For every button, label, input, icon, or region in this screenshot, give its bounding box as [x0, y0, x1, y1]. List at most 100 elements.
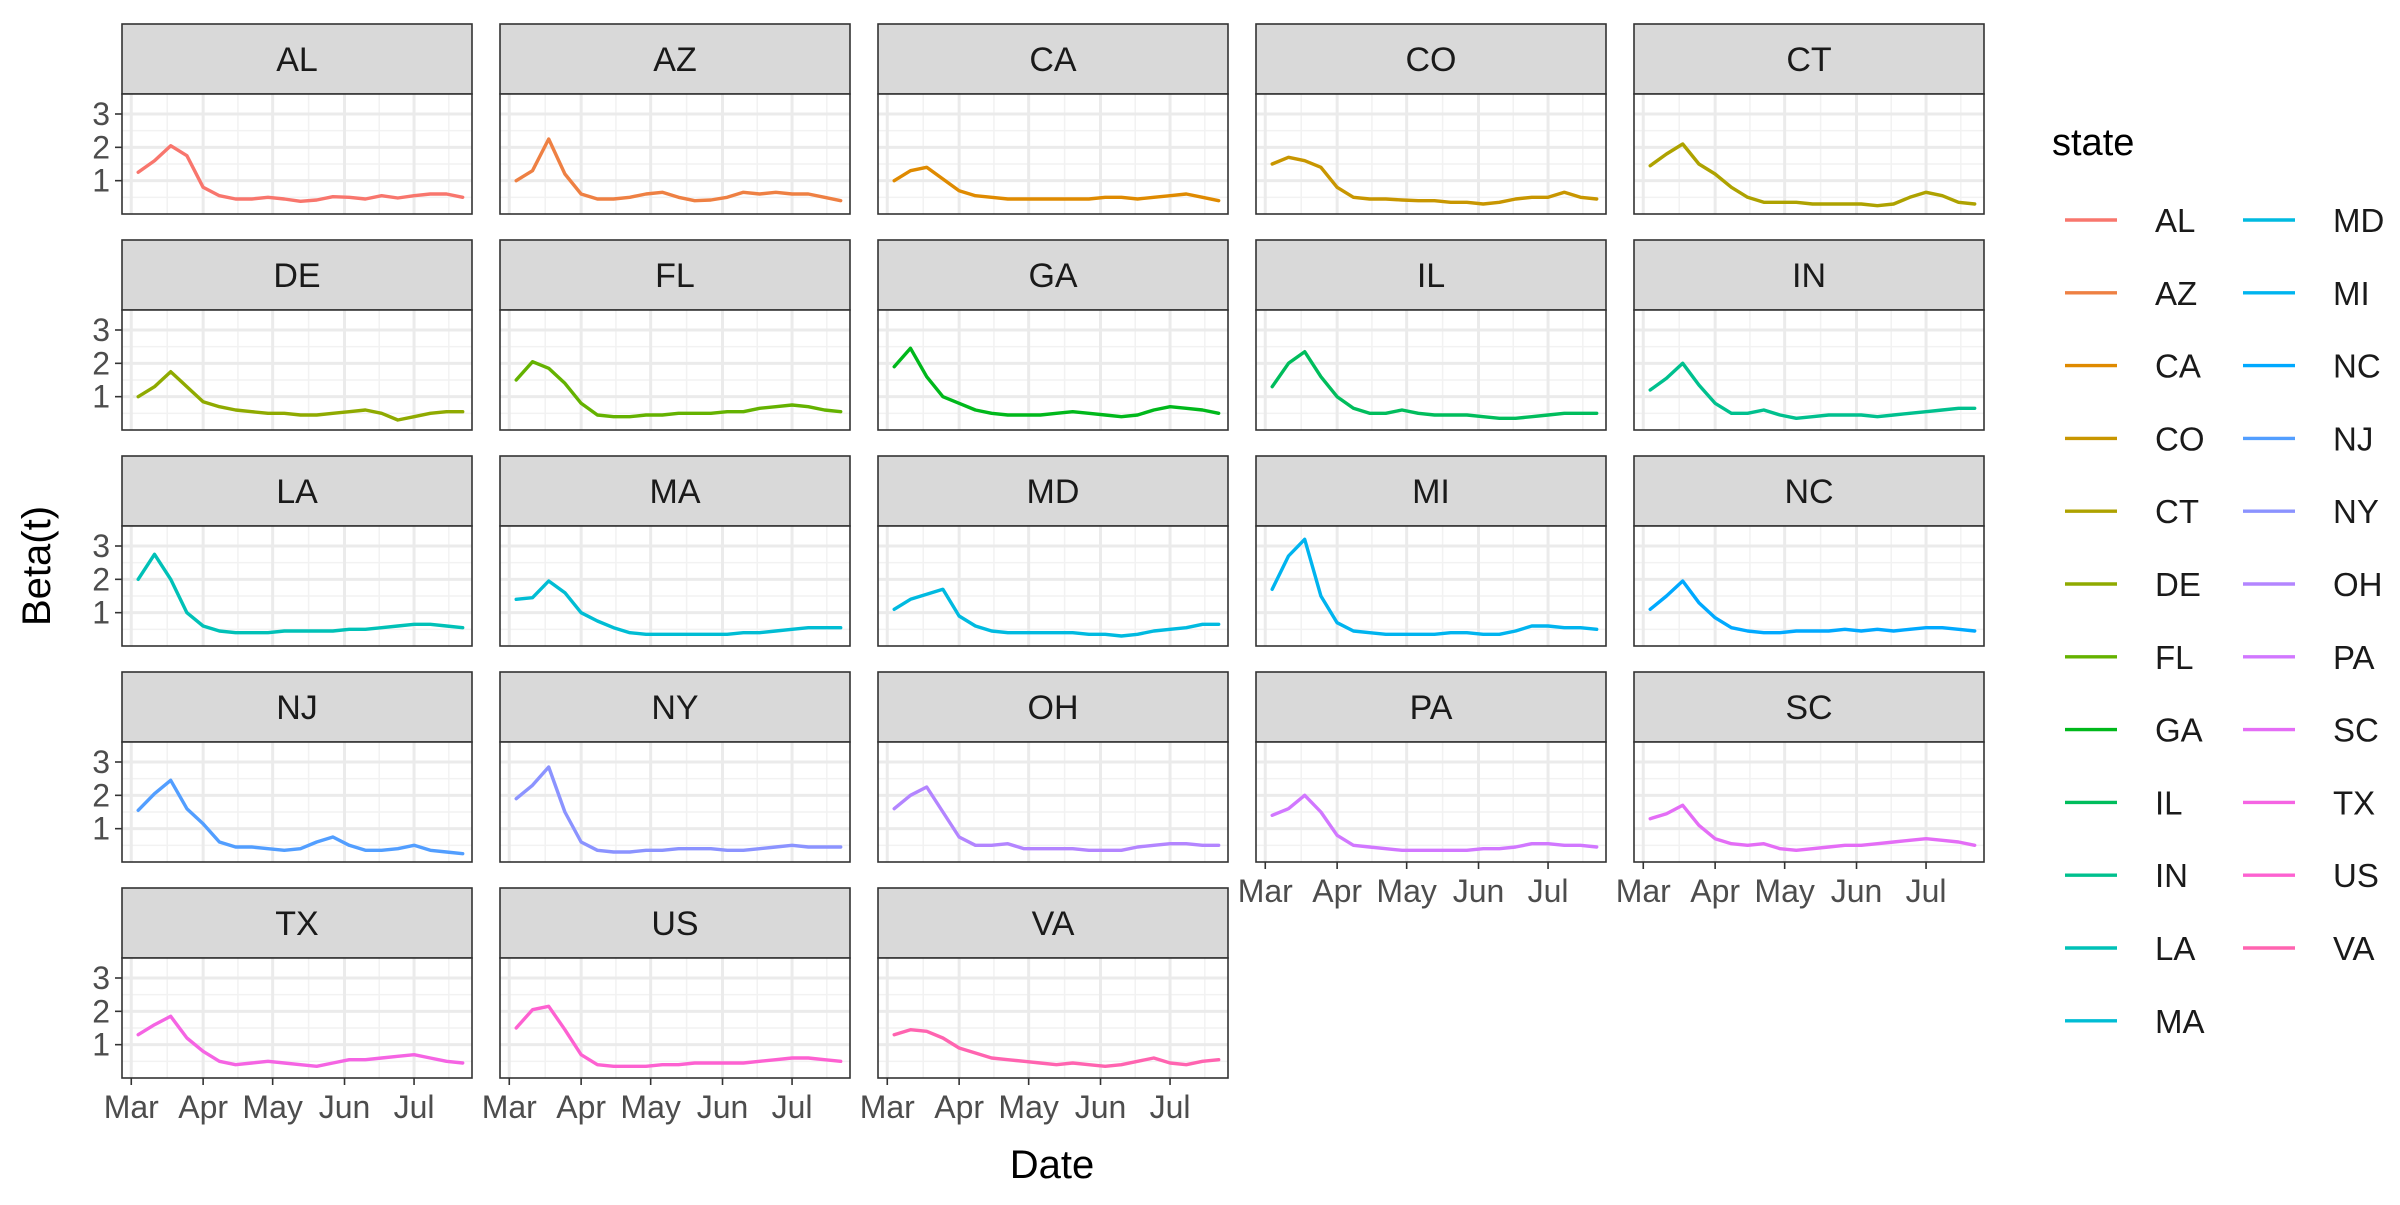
legend-label: CT: [2155, 493, 2199, 530]
y-tick-label: 1: [92, 379, 110, 415]
panel-background: [1634, 94, 1984, 214]
x-axis-title: Date: [1010, 1143, 1095, 1187]
series-line-fl: [514, 360, 843, 419]
series-line-va: [892, 1027, 1221, 1069]
x-tick-label: Mar: [1238, 873, 1293, 909]
panel-border: [1633, 93, 1985, 215]
series-line-us: [514, 1004, 843, 1069]
x-tick-label: Jul: [1528, 873, 1569, 909]
series-line-md: [892, 587, 1221, 638]
panel-border: [121, 93, 473, 215]
panel-border: [499, 525, 851, 647]
series-line-ny: [514, 765, 843, 854]
panel-border: [499, 309, 851, 431]
x-tick-label: Mar: [860, 1089, 915, 1125]
panel-border: [499, 93, 851, 215]
legend-label: TX: [2333, 784, 2375, 821]
legend-label: LA: [2155, 930, 2195, 967]
panel-border: [121, 309, 473, 431]
facet-strip-label: MD: [1027, 473, 1080, 511]
facet-strip-label: US: [651, 905, 698, 943]
y-tick-label: 1: [92, 1027, 110, 1063]
facet-strip-label: MA: [650, 473, 701, 511]
panel-background: [1256, 310, 1606, 430]
series-line-la: [136, 552, 465, 635]
legend-label: OH: [2333, 566, 2383, 603]
legend-title: state: [2052, 122, 2134, 164]
panel-border: [877, 93, 1229, 215]
legend-label: NC: [2333, 348, 2381, 385]
y-tick-label: 3: [92, 744, 110, 780]
x-tick-label: May: [1754, 873, 1814, 909]
legend-label: MI: [2333, 275, 2370, 312]
legend-label: DE: [2155, 566, 2201, 603]
facet-strip: [121, 23, 473, 95]
legend-label: SC: [2333, 712, 2379, 749]
panel-border: [1255, 93, 1607, 215]
facet-strip: [877, 239, 1229, 311]
x-tick-label: Jul: [772, 1089, 813, 1125]
facet-strip: [121, 455, 473, 527]
x-tick-label: May: [998, 1089, 1058, 1125]
series-line-il: [1270, 350, 1599, 420]
facet-strip-label: NY: [651, 689, 698, 727]
x-tick-label: Mar: [1616, 873, 1671, 909]
legend-label: US: [2333, 857, 2379, 894]
panel-background: [122, 310, 472, 430]
facet-strip: [877, 23, 1229, 95]
legend-label: VA: [2333, 930, 2375, 967]
facet-strip: [1633, 239, 1985, 311]
legend-label: AL: [2155, 202, 2195, 239]
facet-strip-label: FL: [655, 257, 695, 295]
legend-label: PA: [2333, 639, 2375, 676]
facet-strip-label: IL: [1417, 257, 1445, 295]
facet-strip-label: CA: [1029, 41, 1077, 79]
legend-label: MD: [2333, 202, 2384, 239]
facet-strip-label: TX: [275, 905, 318, 943]
facet-strip-label: OH: [1028, 689, 1079, 727]
x-tick-label: Jun: [1831, 873, 1883, 909]
x-tick-label: Jun: [319, 1089, 371, 1125]
x-tick-label: Jun: [697, 1089, 749, 1125]
x-tick-label: May: [1376, 873, 1436, 909]
facet-strip-label: CT: [1786, 41, 1831, 79]
panel-border: [121, 741, 473, 863]
series-line-co: [1270, 155, 1599, 206]
x-tick-label: Apr: [556, 1089, 606, 1125]
series-line-nc: [1648, 579, 1977, 635]
facet-strip-label: MI: [1412, 473, 1450, 511]
x-tick-label: May: [242, 1089, 302, 1125]
y-axis-title: Beta(t): [15, 506, 59, 626]
facet-strip: [499, 887, 851, 959]
facet-strip-label: NC: [1784, 473, 1833, 511]
facet-strip-label: LA: [276, 473, 318, 511]
x-tick-label: Mar: [482, 1089, 537, 1125]
y-tick-label: 2: [92, 993, 110, 1029]
x-tick-label: Jul: [394, 1089, 435, 1125]
facet-strip: [1255, 239, 1607, 311]
y-tick-label: 3: [92, 528, 110, 564]
panel-background: [500, 958, 850, 1078]
y-tick-label: 2: [92, 777, 110, 813]
facet-strip: [499, 23, 851, 95]
y-tick-label: 1: [92, 595, 110, 631]
panel-border: [877, 957, 1229, 1079]
x-tick-label: Jul: [1906, 873, 1947, 909]
panel-background: [122, 958, 472, 1078]
facet-strip: [1633, 671, 1985, 743]
facet-strip: [877, 671, 1229, 743]
panel-border: [1633, 309, 1985, 431]
panel-background: [122, 742, 472, 862]
x-tick-label: Jul: [1150, 1089, 1191, 1125]
panel-border: [121, 957, 473, 1079]
facet-strip: [499, 455, 851, 527]
series-line-mi: [1270, 537, 1599, 636]
legend-label: FL: [2155, 639, 2194, 676]
facet-strip-label: DE: [273, 257, 320, 295]
series-line-ma: [514, 579, 843, 636]
legend-label: MA: [2155, 1003, 2205, 1040]
y-tick-label: 3: [92, 312, 110, 348]
x-tick-label: May: [620, 1089, 680, 1125]
y-tick-label: 1: [92, 163, 110, 199]
